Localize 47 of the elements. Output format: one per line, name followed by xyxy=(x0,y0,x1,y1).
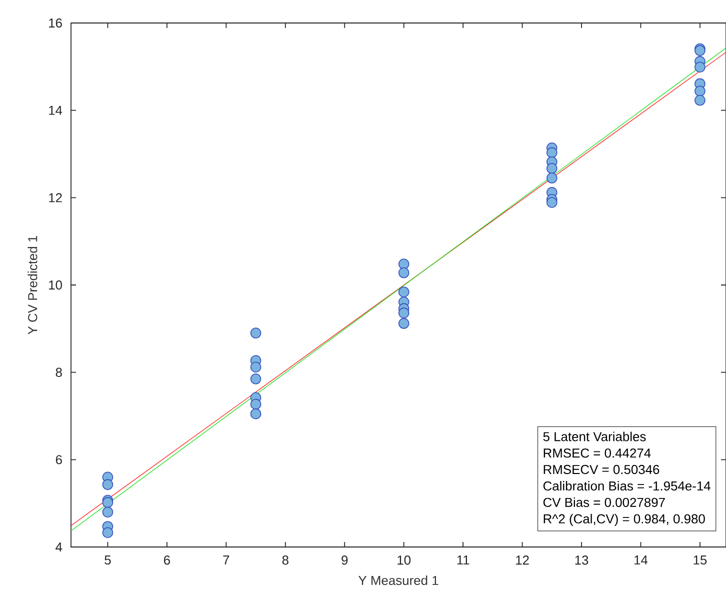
y-tick-label: 8 xyxy=(56,368,62,377)
point xyxy=(102,506,114,518)
y-tick-label: 14 xyxy=(49,106,62,115)
point xyxy=(694,62,706,72)
x-tick-label: 11 xyxy=(457,556,470,564)
point xyxy=(250,373,262,384)
annotation: Calibration Bias = -1.954e-14 xyxy=(543,481,710,491)
annotation: CV Bias = 0.0027897 xyxy=(543,497,665,507)
point xyxy=(398,267,410,278)
y-tick-label: 12 xyxy=(49,193,62,202)
x-tick-label: 12 xyxy=(516,556,529,565)
point xyxy=(694,94,706,106)
x-tick-label: 9 xyxy=(342,556,348,565)
y-tick-label: 16 xyxy=(49,18,62,28)
annotation: RMSEC = 0.44274 xyxy=(544,448,651,458)
point xyxy=(250,328,262,338)
point xyxy=(694,86,706,97)
x-tick-label: 6 xyxy=(164,556,170,565)
y-tick-label: 6 xyxy=(56,455,62,464)
point xyxy=(398,258,410,270)
y-tick-label: 10 xyxy=(49,280,62,290)
y-axis-title: Y CV Predicted 1 xyxy=(28,236,38,334)
point xyxy=(250,398,262,410)
x-axis-title: Y Measured 1 xyxy=(358,576,438,586)
point xyxy=(398,318,410,329)
annotation: RMSECV = 0.50346 xyxy=(544,464,660,474)
point xyxy=(546,163,558,174)
x-tick-label: 5 xyxy=(104,556,111,565)
y-tick-label: 4 xyxy=(56,542,62,552)
annotation: 5 Latent Variables xyxy=(543,432,646,442)
point xyxy=(398,308,410,318)
x-tick-label: 8 xyxy=(282,556,288,565)
point xyxy=(398,286,410,298)
x-tick-label: 14 xyxy=(634,556,648,564)
x-tick-label: 15 xyxy=(694,556,707,565)
point xyxy=(546,197,558,208)
point xyxy=(250,408,262,420)
point xyxy=(546,172,558,184)
x-tick-label: 10 xyxy=(398,556,411,565)
point xyxy=(102,527,114,538)
x-tick-label: 13 xyxy=(575,556,588,565)
annotation: R^2 (Cal,CV) = 0.984, 0.980 xyxy=(544,514,705,526)
point xyxy=(102,497,114,508)
point xyxy=(102,479,114,490)
point xyxy=(546,147,558,158)
point xyxy=(250,362,262,372)
x-tick-label: 7 xyxy=(223,556,230,564)
